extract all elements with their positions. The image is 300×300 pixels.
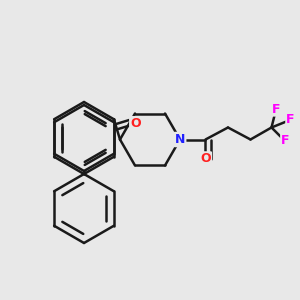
Text: F: F: [272, 103, 280, 116]
Text: O: O: [130, 117, 141, 130]
Text: N: N: [175, 133, 185, 146]
Text: F: F: [281, 134, 289, 148]
Text: F: F: [286, 113, 294, 127]
Text: O: O: [200, 152, 211, 166]
